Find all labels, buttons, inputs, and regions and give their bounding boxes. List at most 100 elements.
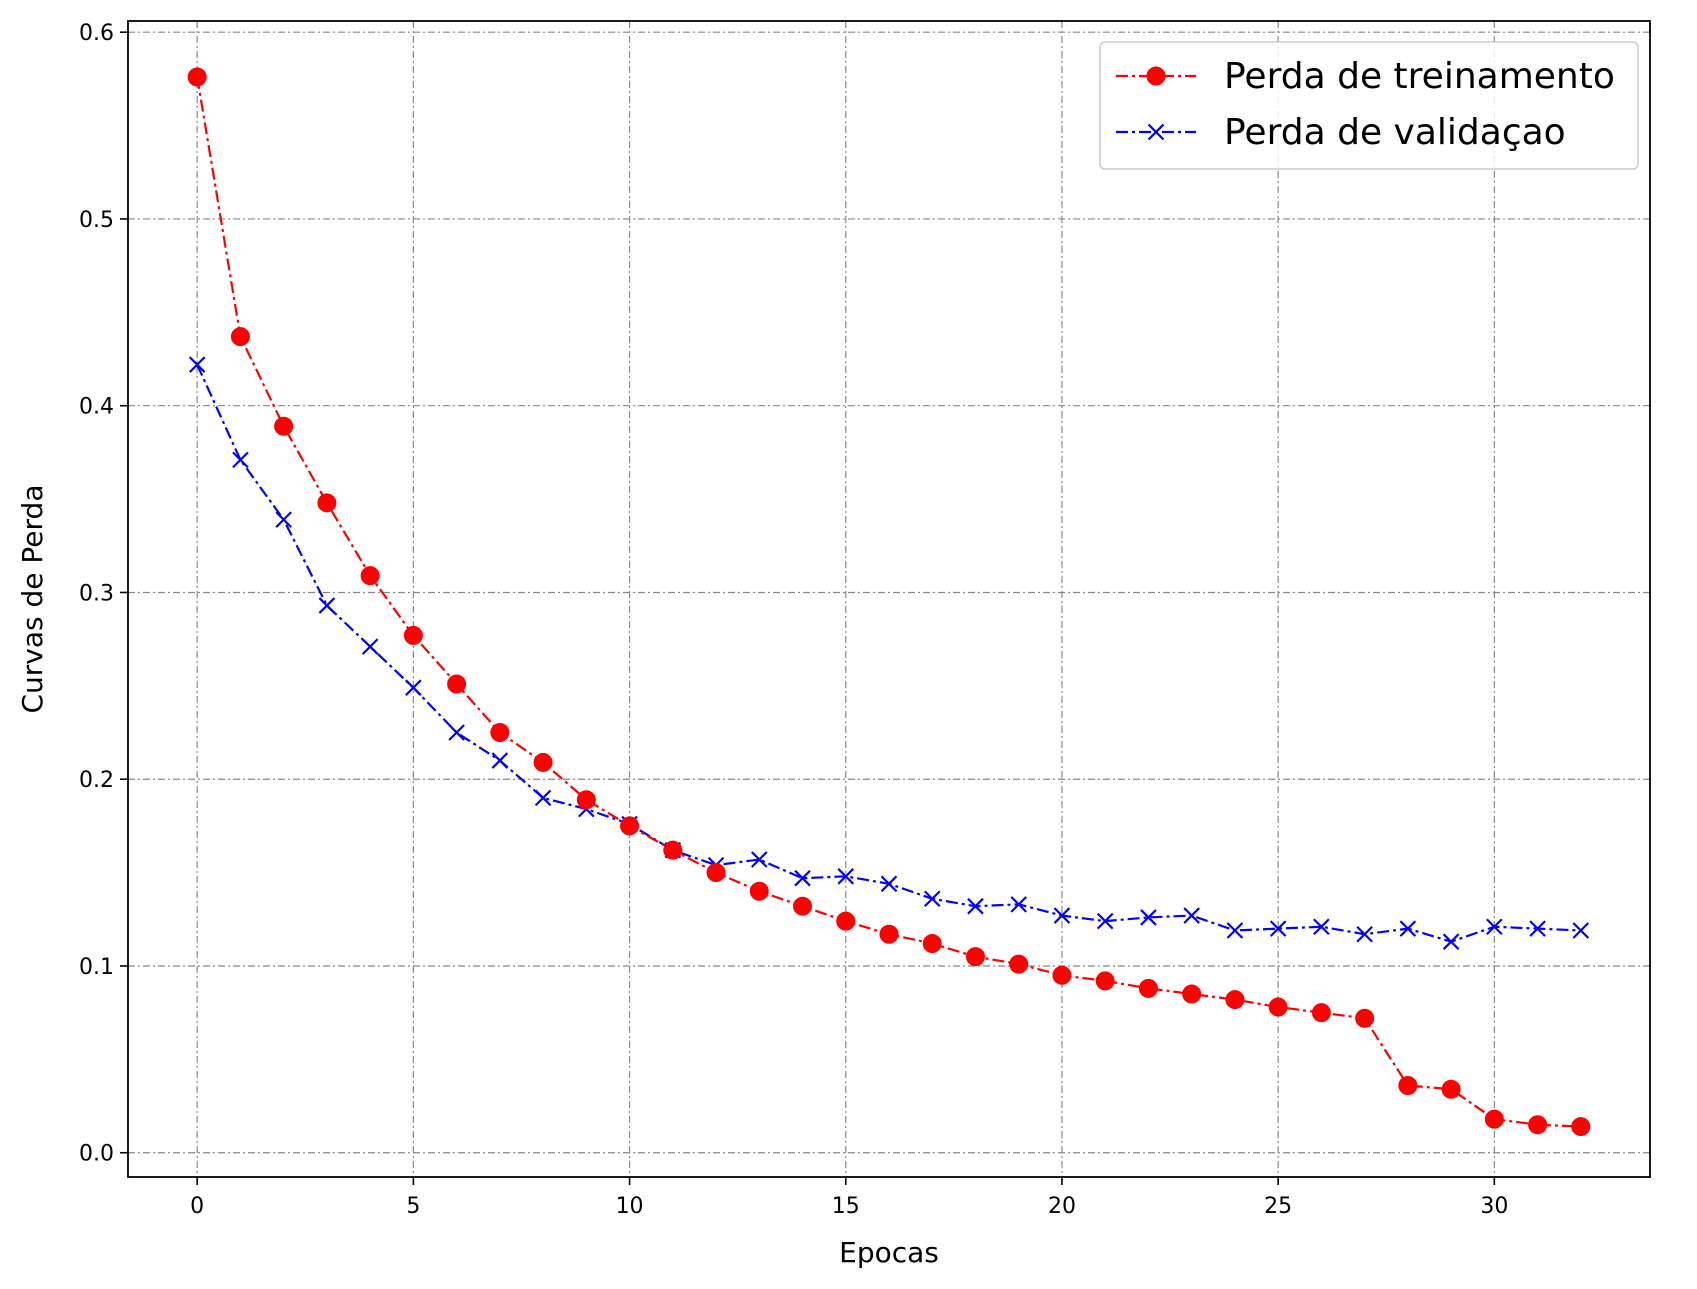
data-point-x	[491, 752, 509, 769]
x-marker-stroke	[188, 356, 206, 373]
data-point-circle	[836, 911, 856, 931]
x-marker-stroke	[1529, 920, 1546, 937]
data-point-circle	[533, 752, 553, 772]
x-axis-label: Epocas	[839, 1236, 939, 1269]
x-marker-stroke	[1096, 912, 1114, 930]
legend-label: Perda de treinamento	[1224, 56, 1615, 97]
x-marker-stroke	[1442, 933, 1460, 950]
data-point-circle	[1268, 997, 1288, 1017]
x-marker-stroke	[923, 890, 941, 908]
data-point-x	[1399, 920, 1417, 937]
x-marker-stroke	[1486, 918, 1503, 936]
x-marker-stroke	[1053, 907, 1071, 924]
y-tick-label: 0.5	[79, 208, 114, 233]
x-marker-stroke	[318, 597, 336, 614]
data-point-circle	[663, 840, 683, 860]
x-marker-stroke	[361, 638, 379, 655]
x-tick-label: 25	[1264, 1194, 1292, 1219]
data-point-circle	[620, 816, 640, 836]
data-point-x	[448, 724, 465, 741]
x-marker-stroke	[275, 511, 292, 528]
x-marker-stroke	[837, 868, 855, 885]
series-layer	[187, 67, 1591, 1137]
x-marker-stroke	[967, 897, 984, 915]
data-point-x	[837, 868, 855, 885]
x-marker-stroke	[1140, 909, 1157, 926]
data-point-x	[1486, 918, 1503, 936]
data-point-x	[232, 451, 249, 469]
data-point-circle	[1571, 1117, 1591, 1137]
data-point-circle	[706, 863, 726, 883]
data-point-x	[275, 511, 292, 528]
data-point-x	[1313, 918, 1330, 936]
x-marker-stroke	[448, 724, 465, 741]
data-point-circle	[1052, 965, 1072, 985]
x-tick-label: 0	[190, 1194, 204, 1219]
axis-ticks: 0 5 10 15 20 25 30 0.0 0.1 0.2 0.3 0.4 0.5 0.6	[79, 21, 1508, 1219]
y-axis-label: Curvas de Perda	[16, 485, 49, 714]
y-tick-label: 0.3	[79, 581, 114, 606]
x-marker-stroke	[1226, 922, 1244, 939]
legend-label: Perda de validaçao	[1224, 112, 1566, 153]
x-marker-stroke	[1399, 920, 1417, 937]
x-marker-stroke	[534, 789, 552, 807]
data-point-circle	[1484, 1109, 1504, 1129]
data-point-x	[1140, 909, 1157, 926]
data-point-x	[534, 789, 552, 807]
data-point-circle	[1311, 1003, 1331, 1023]
data-point-x	[923, 890, 941, 908]
x-tick-label: 10	[616, 1194, 644, 1219]
data-point-x	[318, 597, 336, 614]
legend-entry: Perda de treinamento	[1116, 56, 1615, 97]
data-point-circle	[1095, 971, 1115, 991]
x-marker-stroke	[1313, 918, 1330, 936]
x-tick-label: 30	[1480, 1194, 1508, 1219]
legend-box	[1099, 41, 1639, 170]
series-0	[187, 67, 1591, 1137]
data-point-circle	[1138, 978, 1158, 998]
data-point-x	[1096, 912, 1114, 930]
data-point-x	[1572, 922, 1590, 939]
x-marker-stroke	[751, 851, 768, 868]
x-marker-stroke	[1147, 123, 1165, 141]
data-point-x	[1226, 922, 1244, 939]
data-point-circle	[317, 493, 337, 513]
data-point-circle	[1182, 984, 1202, 1004]
data-point-circle	[187, 67, 207, 87]
data-point-circle	[793, 896, 813, 916]
x-marker-stroke	[232, 451, 249, 469]
y-tick-label: 0.4	[79, 395, 114, 420]
x-marker-stroke	[794, 869, 811, 887]
data-point-circle	[490, 723, 510, 743]
data-point-circle	[965, 947, 985, 967]
data-point-x	[751, 851, 768, 868]
x-marker-stroke	[1183, 907, 1200, 924]
data-point-x	[1269, 920, 1287, 937]
legend-marker-x	[1147, 123, 1165, 141]
x-marker-stroke	[405, 679, 422, 696]
plot-frame	[127, 20, 1651, 1178]
data-point-x	[1010, 896, 1027, 913]
legend: Perda de treinamento Perda de validaçao	[1099, 41, 1639, 170]
data-point-x	[405, 679, 422, 696]
x-marker-stroke	[491, 752, 509, 769]
data-point-circle	[576, 790, 596, 810]
data-point-circle	[274, 416, 294, 436]
y-tick-label: 0.6	[79, 21, 114, 46]
data-point-circle	[360, 566, 380, 586]
data-point-circle	[403, 625, 423, 645]
data-point-x	[967, 897, 984, 915]
data-point-x	[1356, 925, 1373, 943]
grid-lines	[128, 21, 1650, 1177]
data-point-circle	[1355, 1008, 1375, 1028]
data-point-circle	[749, 881, 769, 901]
data-point-x	[361, 638, 379, 655]
data-point-x	[188, 356, 206, 373]
data-point-x	[1053, 907, 1071, 924]
data-point-circle	[1398, 1075, 1418, 1095]
legend-marker-circle	[1146, 66, 1166, 86]
x-marker-stroke	[1010, 896, 1027, 913]
data-point-x	[794, 869, 811, 887]
x-marker-stroke	[1356, 925, 1373, 943]
data-point-circle	[1225, 990, 1245, 1010]
